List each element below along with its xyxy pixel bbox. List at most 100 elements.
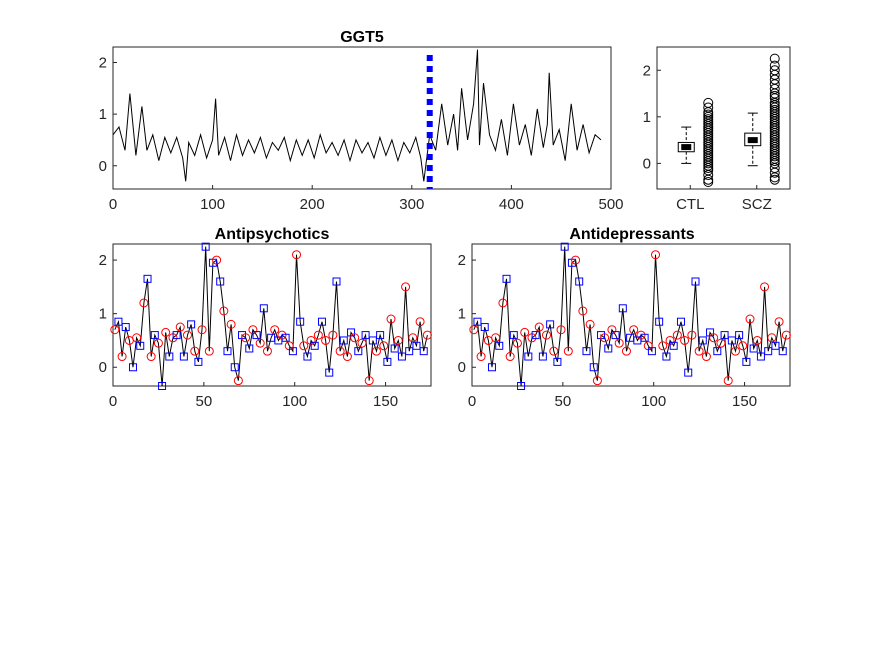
ggt5-xtick-label: 400 <box>499 196 524 213</box>
antipsychotics-circle-point <box>197 325 207 335</box>
antipsychotics-square-point <box>354 347 363 356</box>
antidepressants-circle-point <box>760 282 770 292</box>
antidepressants-square-point <box>560 242 569 251</box>
antipsychotics-circle-point <box>422 330 432 340</box>
antidepressants-square-point <box>502 274 511 283</box>
antipsychotics-square-point <box>194 357 203 366</box>
antipsychotics-ytick-label: 1 <box>99 306 107 323</box>
antipsychotics-square-point <box>412 341 421 350</box>
antidepressants-panel: Antidepressants 0 1 2 0 50 100 150 <box>458 226 791 410</box>
boxplot-axes-box <box>656 46 791 190</box>
antipsychotics-square-point <box>245 344 254 353</box>
antidepressants-circle-point <box>614 338 624 348</box>
antipsychotics-square-point <box>339 336 348 345</box>
antipsychotics-circle-point <box>161 327 171 337</box>
antidepressants-circle-point <box>716 338 726 348</box>
antipsychotics-square-point <box>187 320 196 329</box>
antidepressants-circle-point <box>534 322 544 332</box>
boxplot-outlier <box>769 156 780 167</box>
antidepressants-square-point <box>655 317 664 326</box>
antidepressants-circle-point <box>571 255 581 265</box>
antipsychotics-circle-point <box>328 330 338 340</box>
boxplot-outlier <box>769 151 780 162</box>
antipsychotics-square-point <box>419 347 428 356</box>
antipsychotics-square-point <box>223 347 232 356</box>
antipsychotics-square-point <box>136 341 145 350</box>
antidepressants-square-point <box>611 331 620 340</box>
antipsychotics-circle-point <box>321 335 331 345</box>
boxplot-panel: 0 1 2 CTL SCZ <box>643 46 791 213</box>
boxplot-outlier <box>769 172 780 183</box>
antipsychotics-title: Antipsychotics <box>215 226 330 243</box>
antipsychotics-circle-point <box>146 352 156 362</box>
antidepressants-square-point <box>742 357 751 366</box>
antipsychotics-circle-point <box>255 338 265 348</box>
antipsychotics-circle-point <box>292 250 302 260</box>
boxplot-xtick-label: CTL <box>676 196 704 213</box>
antidepressants-ticks: 0 1 2 0 50 100 150 <box>458 252 757 410</box>
antipsychotics-square-point <box>121 323 130 332</box>
boxplot-ytick-label: 0 <box>643 155 651 172</box>
antidepressants-circle-point <box>694 346 704 356</box>
antidepressants-square-point <box>713 347 722 356</box>
boxplot-ytick-label: 2 <box>643 62 651 79</box>
antipsychotics-circle-point <box>313 330 323 340</box>
antidepressants-circle-point <box>767 333 777 343</box>
ggt5-ytick-label: 0 <box>99 158 107 175</box>
antipsychotics-square-point <box>252 331 261 340</box>
antidepressants-circle-point <box>512 338 522 348</box>
antipsychotics-circle-point <box>386 314 396 324</box>
antidepressants-square-point <box>684 368 693 377</box>
antipsychotics-xtick-label: 100 <box>282 393 307 410</box>
antipsychotics-square-point <box>397 352 406 361</box>
antidepressants-square-point <box>749 344 758 353</box>
antidepressants-circle-point <box>542 330 552 340</box>
antipsychotics-square-point <box>281 333 290 342</box>
antidepressants-title: Antidepressants <box>569 226 694 243</box>
antipsychotics-ytick-label: 2 <box>99 252 107 269</box>
antidepressants-circle-point <box>723 376 733 386</box>
antipsychotics-circle-point <box>270 325 280 335</box>
antidepressants-square-point <box>691 277 700 286</box>
antipsychotics-circle-point <box>364 376 374 386</box>
antidepressants-circle-point <box>476 352 486 362</box>
antidepressants-square-point <box>764 347 773 356</box>
antipsychotics-circle-point <box>335 346 345 356</box>
antidepressants-square-point <box>698 336 707 345</box>
antidepressants-plot-area <box>469 242 791 390</box>
antipsychotics-ytick-label: 0 <box>99 359 107 376</box>
boxplot-plot-area <box>677 53 780 188</box>
antidepressants-circle-point <box>781 330 791 340</box>
antidepressants-circle-point <box>469 325 479 335</box>
antidepressants-square-point <box>480 323 489 332</box>
antipsychotics-square-point <box>325 368 334 377</box>
antidepressants-axes-box <box>471 243 791 387</box>
antipsychotics-circle-point <box>401 282 411 292</box>
antipsychotics-circle-point <box>132 333 142 343</box>
boxplot-ticks: 0 1 2 CTL SCZ <box>643 62 772 213</box>
antipsychotics-square-point <box>201 242 210 251</box>
antipsychotics-circle-point <box>342 352 352 362</box>
antipsychotics-ticks: 0 1 2 0 50 100 150 <box>99 252 398 410</box>
antidepressants-circle-point <box>563 346 573 356</box>
antidepressants-circle-point <box>730 346 740 356</box>
ggt5-axes-box <box>112 46 612 190</box>
antidepressants-square-point <box>524 352 533 361</box>
antidepressants-square-point <box>669 341 678 350</box>
antipsychotics-square-point <box>368 336 377 345</box>
ggt5-xtick-label: 0 <box>109 196 117 213</box>
antidepressants-circle-point <box>549 346 559 356</box>
antipsychotics-square-point <box>303 352 312 361</box>
antipsychotics-circle-point <box>371 346 381 356</box>
boxplot-outlier <box>703 170 714 181</box>
antidepressants-square-point <box>735 331 744 340</box>
boxplot-outlier <box>769 167 780 178</box>
antidepressants-square-point <box>662 352 671 361</box>
antidepressants-circle-point <box>592 376 602 386</box>
antipsychotics-xtick-label: 50 <box>196 393 213 410</box>
antipsychotics-circle-point <box>153 338 163 348</box>
antidepressants-square-point <box>778 347 787 356</box>
antidepressants-square-point <box>538 352 547 361</box>
antipsychotics-plot-area <box>110 242 432 390</box>
